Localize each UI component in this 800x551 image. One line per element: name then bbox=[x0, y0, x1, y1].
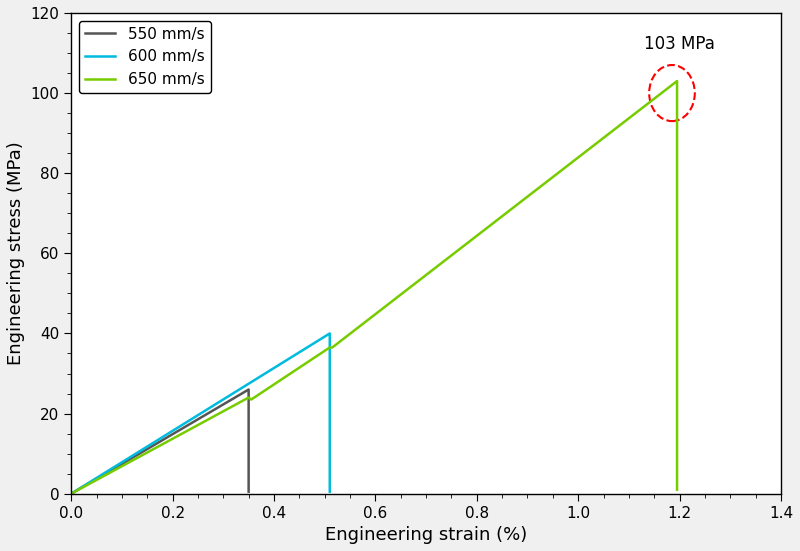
600 mm/s bbox=[325, 330, 334, 337]
Text: 103 MPa: 103 MPa bbox=[644, 35, 715, 53]
600 mm/s bbox=[66, 490, 76, 497]
550 mm/s bbox=[66, 490, 76, 497]
550 mm/s bbox=[244, 386, 254, 393]
650 mm/s bbox=[327, 344, 337, 351]
650 mm/s bbox=[66, 490, 76, 497]
650 mm/s bbox=[672, 78, 682, 84]
650 mm/s bbox=[325, 344, 334, 351]
Line: 650 mm/s: 650 mm/s bbox=[71, 81, 677, 494]
Y-axis label: Engineering stress (MPa): Engineering stress (MPa) bbox=[7, 142, 25, 365]
Line: 600 mm/s: 600 mm/s bbox=[71, 333, 330, 494]
600 mm/s bbox=[325, 488, 334, 495]
Line: 550 mm/s: 550 mm/s bbox=[71, 390, 249, 494]
650 mm/s bbox=[672, 487, 682, 493]
650 mm/s bbox=[244, 394, 254, 401]
650 mm/s bbox=[246, 396, 256, 403]
X-axis label: Engineering strain (%): Engineering strain (%) bbox=[325, 526, 527, 544]
550 mm/s bbox=[244, 488, 254, 495]
Legend: 550 mm/s, 600 mm/s, 650 mm/s: 550 mm/s, 600 mm/s, 650 mm/s bbox=[79, 20, 210, 93]
